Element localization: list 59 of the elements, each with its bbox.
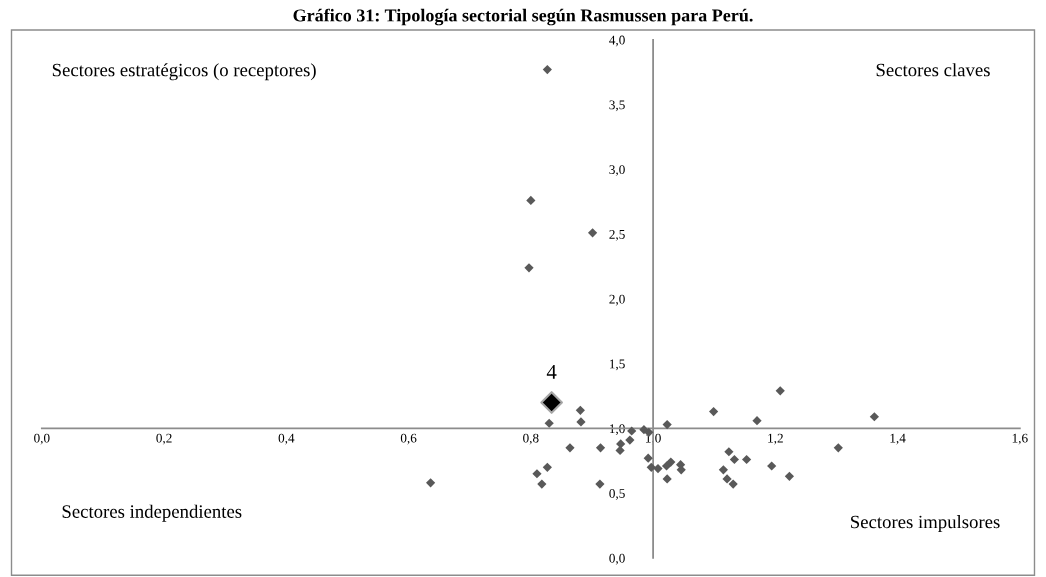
- point: [625, 435, 635, 445]
- annotation: Sectores independientes: [62, 504, 242, 522]
- point: [627, 426, 637, 436]
- y-tick-label: 3,0: [609, 165, 625, 176]
- point: [784, 471, 795, 481]
- point: [544, 418, 554, 428]
- x-tick-label: 0,2: [156, 433, 172, 445]
- annotation: 4: [546, 364, 557, 379]
- y-tick-label: 2,0: [609, 294, 625, 306]
- point: [653, 463, 663, 474]
- point: [643, 453, 653, 463]
- y-tick-label: 3,5: [609, 100, 625, 112]
- x-tick-label: 0,0: [34, 433, 50, 445]
- point: [666, 457, 676, 467]
- point: [542, 65, 552, 75]
- chart-title: Gráfico 31: Tipología sectorial según Rasmussen para Perú.: [293, 8, 753, 26]
- x-tick-label: 1,2: [768, 433, 783, 445]
- point: [575, 405, 585, 415]
- point: [724, 447, 734, 457]
- point: [662, 474, 672, 484]
- x-tick-label: 0,8: [523, 433, 539, 445]
- point: [542, 462, 552, 472]
- point: [524, 263, 534, 273]
- point: [833, 443, 843, 453]
- point: [722, 474, 732, 484]
- point: [425, 478, 436, 488]
- point: [752, 416, 762, 426]
- point: [540, 391, 563, 414]
- point: [662, 419, 672, 430]
- x-tick-label: 0,4: [278, 433, 295, 445]
- annotation: Sectores claves: [876, 63, 990, 77]
- point: [526, 195, 536, 206]
- point: [595, 443, 606, 453]
- annotation: Sectores impulsores: [851, 515, 1000, 533]
- point: [532, 469, 542, 479]
- point: [775, 386, 785, 396]
- point: [565, 443, 575, 453]
- x-tick-label: 0,6: [400, 433, 417, 445]
- point: [576, 417, 586, 427]
- y-tick-label: 1,5: [609, 359, 625, 371]
- x-tick-label: 1,6: [1012, 433, 1028, 445]
- point: [661, 461, 672, 471]
- y-tick-label: 0,0: [609, 553, 625, 565]
- point: [742, 454, 752, 465]
- point: [646, 462, 656, 472]
- point: [718, 465, 728, 475]
- point: [729, 454, 739, 465]
- y-tick-label: 0,5: [609, 488, 625, 500]
- y-tick-label: 4,0: [609, 35, 625, 47]
- x-tick-label: 1,4: [890, 433, 906, 445]
- y-tick-label: 2,5: [609, 229, 625, 241]
- point: [869, 412, 879, 422]
- point: [709, 406, 719, 417]
- point: [728, 479, 738, 489]
- point: [587, 228, 598, 238]
- annotation: Sectores estratégicos (o receptores): [52, 63, 316, 81]
- point: [767, 461, 777, 471]
- point: [537, 479, 547, 489]
- point: [595, 479, 605, 489]
